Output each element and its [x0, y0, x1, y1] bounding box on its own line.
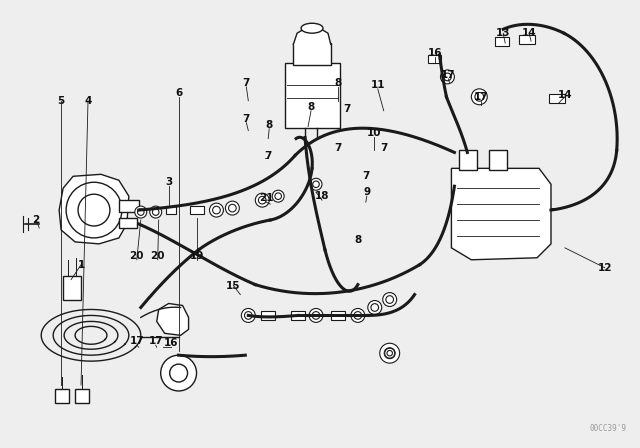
- Text: 3: 3: [165, 177, 172, 187]
- Text: 9: 9: [364, 187, 371, 197]
- Circle shape: [78, 194, 110, 226]
- Text: 4: 4: [84, 96, 92, 106]
- Text: 14: 14: [522, 28, 536, 38]
- Text: 20: 20: [129, 251, 144, 261]
- Text: 6: 6: [175, 88, 182, 98]
- Circle shape: [313, 181, 319, 188]
- Text: 20: 20: [150, 251, 165, 261]
- Text: 8: 8: [307, 102, 315, 112]
- Text: 17: 17: [129, 336, 144, 346]
- Text: 17: 17: [148, 336, 163, 346]
- Bar: [489, 151, 507, 170]
- Circle shape: [66, 182, 122, 238]
- Bar: [460, 151, 477, 170]
- Polygon shape: [451, 168, 551, 260]
- Text: 17: 17: [441, 70, 456, 80]
- Circle shape: [225, 201, 239, 215]
- Text: 18: 18: [315, 191, 329, 201]
- Bar: [119, 218, 137, 228]
- Text: 8: 8: [334, 78, 342, 88]
- Bar: [331, 311, 345, 320]
- Circle shape: [351, 309, 365, 323]
- Text: 8: 8: [266, 120, 273, 129]
- Text: 14: 14: [557, 90, 572, 100]
- Text: 13: 13: [496, 28, 511, 38]
- Circle shape: [309, 309, 323, 323]
- Text: 21: 21: [259, 193, 273, 203]
- Bar: [63, 276, 81, 300]
- Bar: [75, 389, 89, 403]
- Circle shape: [170, 364, 188, 382]
- Circle shape: [371, 304, 379, 311]
- Text: 7: 7: [243, 78, 250, 88]
- Bar: [166, 206, 175, 214]
- Circle shape: [209, 203, 223, 217]
- Text: 7: 7: [380, 143, 387, 154]
- Circle shape: [241, 309, 255, 323]
- Text: 19: 19: [189, 251, 204, 261]
- Circle shape: [228, 204, 236, 212]
- Text: 15: 15: [226, 280, 241, 291]
- Text: 7: 7: [243, 114, 250, 124]
- Bar: [495, 37, 509, 46]
- Circle shape: [385, 348, 395, 358]
- Bar: [285, 63, 340, 128]
- Text: 1: 1: [77, 260, 84, 270]
- Polygon shape: [59, 174, 129, 244]
- Circle shape: [387, 350, 392, 356]
- Bar: [293, 43, 331, 65]
- Text: 00CC39'9: 00CC39'9: [589, 424, 627, 433]
- Bar: [549, 95, 565, 103]
- Text: 10: 10: [367, 128, 381, 138]
- Circle shape: [384, 348, 395, 359]
- Polygon shape: [293, 27, 331, 45]
- Circle shape: [310, 178, 322, 190]
- Bar: [519, 34, 535, 43]
- Ellipse shape: [301, 23, 323, 33]
- Circle shape: [244, 312, 252, 319]
- Circle shape: [138, 209, 144, 215]
- Text: 2: 2: [33, 215, 40, 225]
- Text: 17: 17: [474, 92, 488, 102]
- Circle shape: [161, 355, 196, 391]
- Circle shape: [135, 206, 147, 218]
- Circle shape: [380, 343, 399, 363]
- Text: 16: 16: [163, 338, 178, 348]
- Text: 7: 7: [343, 104, 351, 114]
- Text: 16: 16: [428, 48, 443, 58]
- Bar: [428, 55, 442, 63]
- Circle shape: [259, 196, 266, 204]
- Text: 7: 7: [362, 171, 369, 181]
- Text: 5: 5: [58, 96, 65, 106]
- Text: 7: 7: [334, 143, 342, 154]
- Circle shape: [444, 73, 451, 81]
- Text: 7: 7: [264, 151, 272, 161]
- Text: 11: 11: [371, 80, 385, 90]
- Circle shape: [212, 206, 220, 214]
- Circle shape: [255, 193, 269, 207]
- Circle shape: [475, 92, 484, 101]
- Circle shape: [440, 70, 454, 84]
- Text: 8: 8: [354, 235, 362, 245]
- Text: 12: 12: [598, 263, 612, 273]
- Circle shape: [368, 301, 381, 314]
- Circle shape: [383, 293, 397, 306]
- Circle shape: [312, 312, 320, 319]
- Bar: [55, 389, 69, 403]
- Circle shape: [275, 193, 282, 199]
- Bar: [291, 311, 305, 320]
- Bar: [119, 200, 139, 212]
- Bar: [261, 311, 275, 320]
- Circle shape: [152, 209, 159, 215]
- Circle shape: [354, 312, 362, 319]
- Polygon shape: [157, 303, 189, 335]
- Bar: [189, 206, 204, 214]
- Circle shape: [150, 206, 162, 218]
- Circle shape: [386, 296, 394, 303]
- Circle shape: [471, 89, 487, 105]
- Circle shape: [272, 190, 284, 202]
